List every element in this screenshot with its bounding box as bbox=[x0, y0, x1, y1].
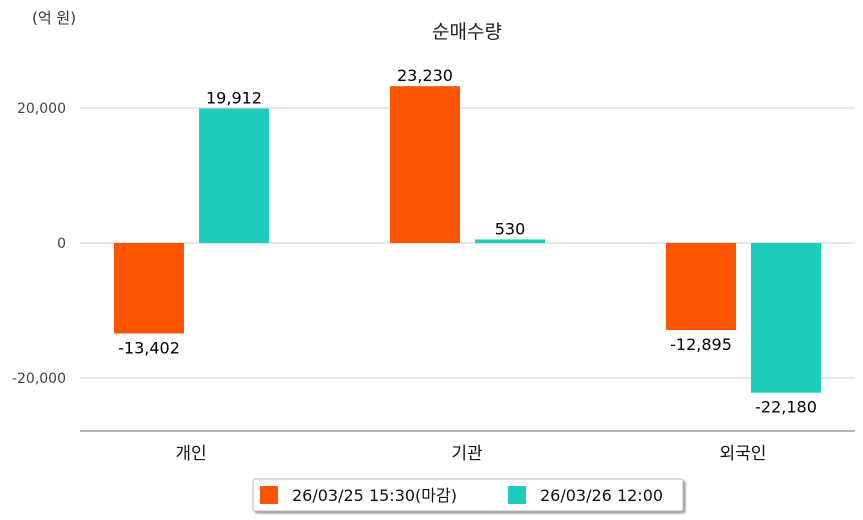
legend-swatch-series-2 bbox=[508, 486, 526, 504]
chart-title: 순매수량 bbox=[432, 21, 502, 43]
data-label: -22,180 bbox=[755, 398, 817, 417]
x-category-label: 개인 bbox=[175, 444, 206, 464]
bar-series-2[interactable] bbox=[751, 243, 821, 393]
x-category-label: 기관 bbox=[451, 444, 482, 464]
bar-series-2[interactable] bbox=[199, 108, 269, 244]
legend-label-series-1[interactable]: 26/03/25 15:30(마감) bbox=[292, 486, 457, 505]
y-tick-label: 20,000 bbox=[17, 101, 66, 117]
legend-label-series-2[interactable]: 26/03/26 12:00 bbox=[540, 486, 663, 505]
bar-series-1[interactable] bbox=[390, 86, 460, 243]
bar-series-2[interactable] bbox=[475, 239, 545, 243]
data-label: 23,230 bbox=[397, 66, 453, 85]
bar-series-1[interactable] bbox=[114, 243, 184, 334]
y-tick-label: 0 bbox=[57, 236, 66, 252]
data-label: -13,402 bbox=[118, 338, 180, 357]
legend: 26/03/25 15:30(마감) 26/03/26 12:00 bbox=[252, 478, 684, 512]
data-label: -12,895 bbox=[670, 335, 732, 354]
y-tick-label: -20,000 bbox=[12, 371, 66, 387]
x-category-label: 외국인 bbox=[720, 444, 767, 464]
data-label: 19,912 bbox=[206, 89, 262, 108]
legend-box bbox=[252, 478, 684, 512]
legend-swatch-series-1 bbox=[260, 486, 278, 504]
unit-label: (억 원) bbox=[32, 9, 76, 27]
data-label: 530 bbox=[495, 219, 526, 238]
bar-series-1[interactable] bbox=[666, 243, 736, 331]
